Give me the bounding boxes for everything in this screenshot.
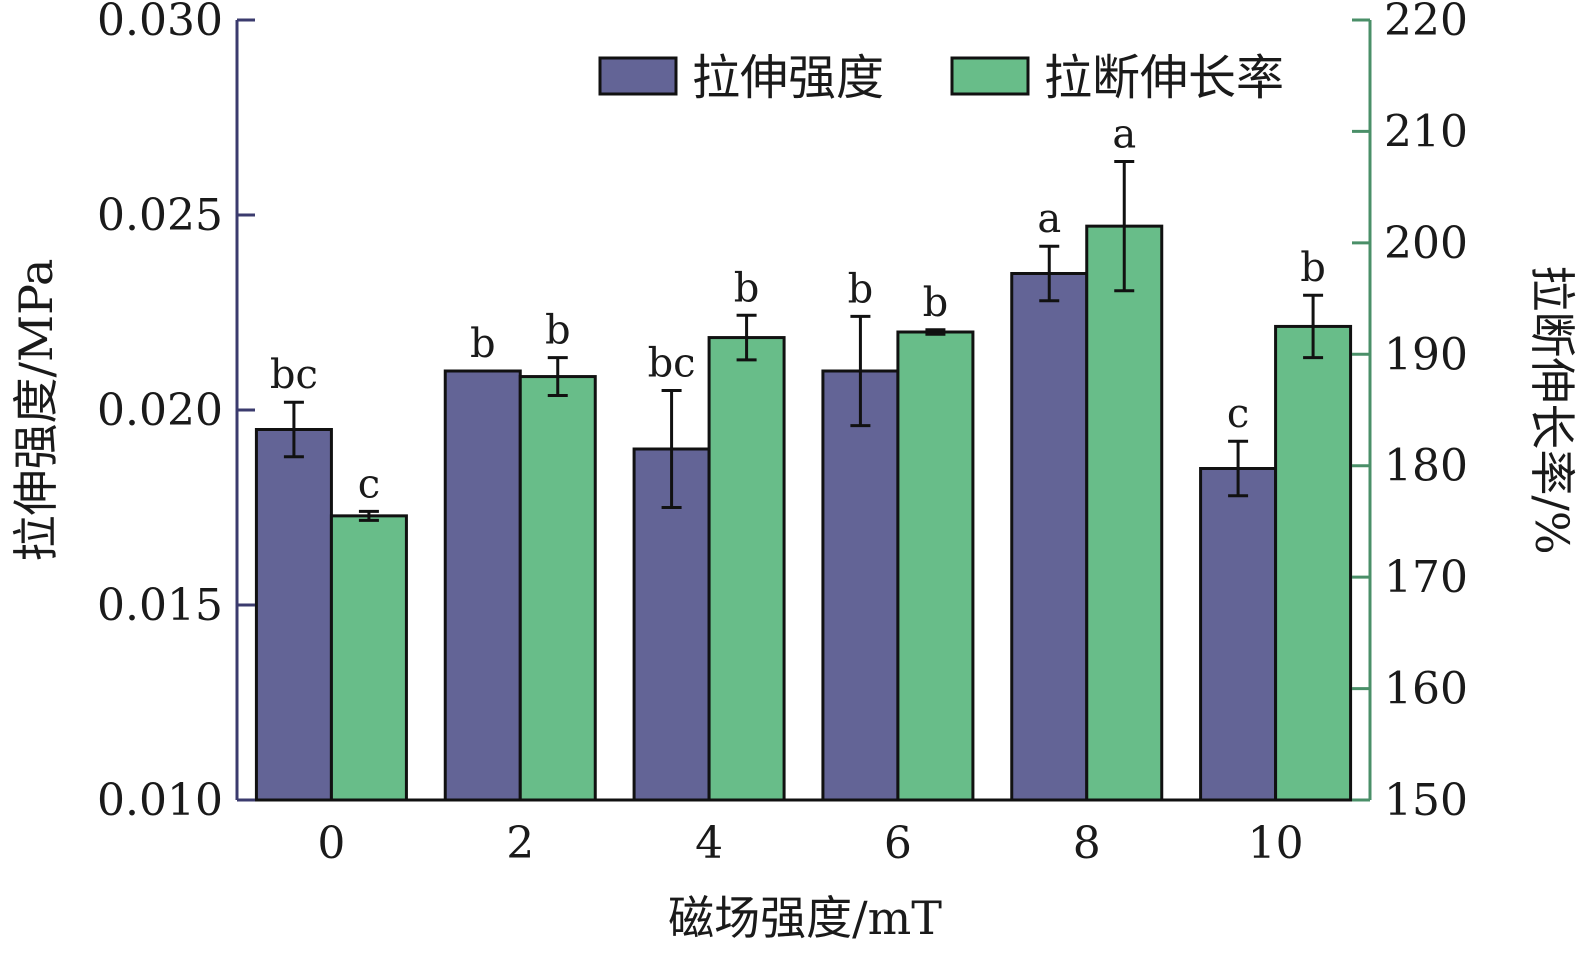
significance-label-tensile-strength: c	[1227, 391, 1249, 437]
right-y-tick-label: 220	[1384, 0, 1468, 46]
right-y-tick-label: 190	[1384, 329, 1468, 380]
x-axis-title: 磁场强度/mT	[668, 891, 942, 945]
bar-elongation	[329, 514, 408, 802]
left-y-tick-label: 0.025	[97, 190, 223, 241]
error-bar-elongation	[547, 356, 568, 398]
legend-label-elongation: 拉断伸长率	[1044, 50, 1284, 106]
bar-tensile-strength	[254, 428, 333, 802]
bar-tensile-strength	[821, 369, 900, 802]
error-bar-elongation	[1114, 160, 1135, 293]
error-bars-layer	[283, 160, 1324, 522]
left-y-tick-label: 0.010	[97, 775, 223, 826]
x-tick-label: 2	[506, 818, 534, 869]
bar-elongation	[1085, 224, 1164, 802]
right-y-tick-label: 180	[1384, 441, 1468, 492]
significance-label-elongation: b	[1300, 245, 1326, 291]
error-bar-tensile-strength	[850, 314, 871, 428]
right-y-tick-label: 150	[1384, 775, 1468, 826]
legend-label-tensile-strength: 拉伸强度	[692, 50, 884, 106]
left-y-tick-label: 0.030	[97, 0, 223, 46]
significance-label-tensile-strength: bc	[270, 352, 318, 398]
significance-label-tensile-strength: a	[1037, 196, 1061, 242]
x-tick-label: 4	[695, 818, 723, 869]
significance-label-elongation: c	[358, 461, 380, 507]
left-y-tick-label: 0.020	[97, 385, 223, 436]
significance-label-tensile-strength: b	[848, 266, 874, 312]
bar-elongation	[707, 336, 786, 802]
legend: 拉伸强度 拉断伸长率	[598, 50, 1284, 106]
x-tick-label: 6	[884, 818, 912, 869]
significance-label-elongation: b	[923, 280, 949, 326]
error-bar-tensile-strength	[1039, 244, 1060, 303]
right-y-tick-label: 210	[1384, 106, 1468, 157]
bar-elongation	[518, 375, 597, 802]
right-y-axis-title: 拉断伸长率/%	[1525, 265, 1579, 554]
bar-tensile-strength	[1199, 467, 1278, 802]
error-bar-elongation	[736, 313, 757, 362]
significance-label-elongation: a	[1112, 112, 1136, 158]
x-tick-label: 0	[317, 818, 345, 869]
bar-tensile-strength	[443, 369, 522, 802]
error-bar-elongation	[358, 509, 379, 522]
left-y-axis-title: 拉伸强度/MPa	[9, 259, 63, 562]
significance-label-elongation: b	[734, 265, 760, 311]
error-bar-tensile-strength	[1228, 439, 1249, 498]
bars-layer	[254, 224, 1353, 802]
legend-swatch-tensile-strength	[598, 56, 678, 96]
right-y-tick-label: 200	[1384, 218, 1468, 269]
x-tick-label: 8	[1073, 818, 1101, 869]
right-y-tick-label: 170	[1384, 552, 1468, 603]
bar-elongation	[896, 330, 975, 802]
significance-label-elongation: b	[545, 308, 571, 354]
bar-elongation	[1274, 324, 1353, 802]
error-bar-elongation	[925, 328, 946, 336]
error-bar-tensile-strength	[661, 389, 682, 509]
left-y-tick-label: 0.015	[97, 580, 223, 631]
right-y-tick-label: 160	[1384, 664, 1468, 715]
error-bar-tensile-strength	[283, 400, 304, 459]
x-tick-label: 10	[1248, 818, 1304, 869]
significance-label-tensile-strength: b	[470, 321, 496, 367]
bar-tensile-strength	[1010, 272, 1089, 802]
ticks-layer: 0.010 0.015 0.020 0.025 0.030 150 160 170 180 190…	[97, 0, 1468, 869]
error-bar-elongation	[1303, 293, 1324, 360]
legend-swatch-elongation	[950, 56, 1030, 96]
significance-label-tensile-strength: bc	[648, 341, 696, 387]
